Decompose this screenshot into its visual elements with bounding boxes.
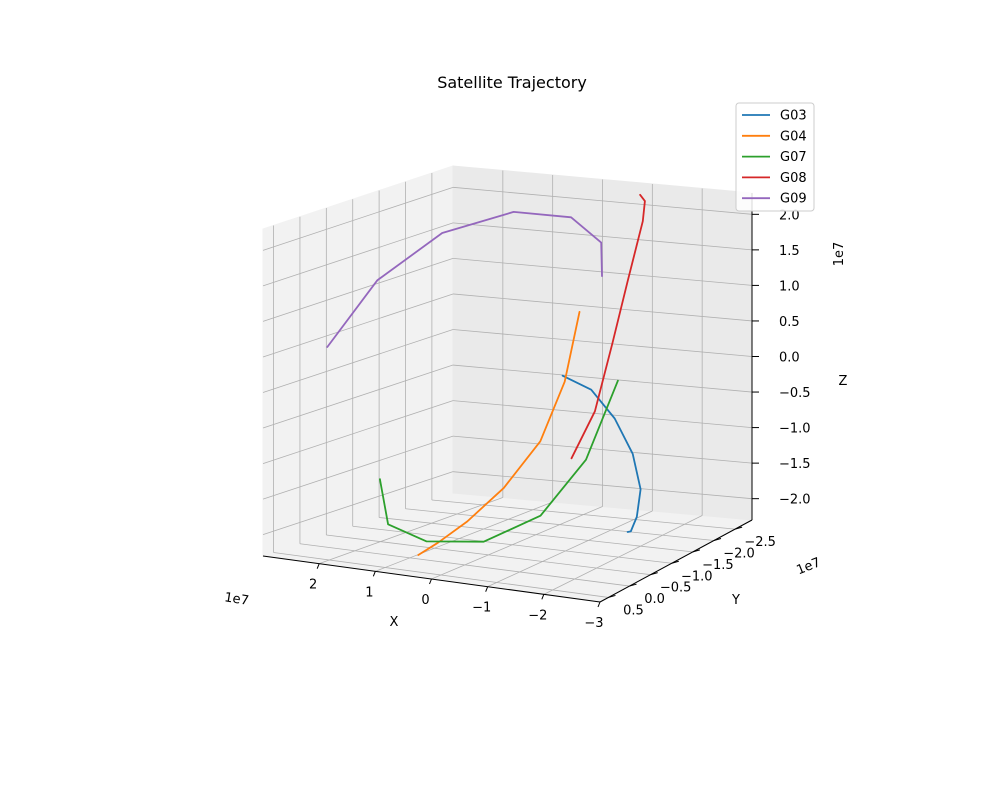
legend-frame bbox=[735, 102, 815, 212]
legend: G03 G04 G07 G08 G09 bbox=[735, 102, 815, 212]
tick-marks bbox=[316, 213, 759, 608]
grid-line-z-left bbox=[262, 400, 454, 464]
z-tick-label: 0.0 bbox=[779, 351, 800, 366]
x-tick bbox=[485, 586, 489, 592]
x-tick bbox=[316, 563, 320, 569]
grid-line-z-right bbox=[452, 186, 753, 215]
z-tick-label: 1.0 bbox=[779, 279, 800, 294]
grid-line-z-left bbox=[262, 293, 454, 358]
grid-line-z-right bbox=[452, 471, 753, 500]
grid-line-x-floor bbox=[431, 506, 603, 580]
series-line-g03 bbox=[561, 374, 642, 533]
grid-line-z-left bbox=[262, 435, 454, 500]
series-line-g07 bbox=[378, 379, 619, 543]
y-tick bbox=[734, 526, 743, 530]
series-line-g09 bbox=[326, 210, 603, 348]
legend-label-g08: G08 bbox=[780, 171, 807, 186]
grid-lines bbox=[262, 170, 753, 603]
grid-line-z-left bbox=[262, 471, 454, 536]
y-tick bbox=[692, 549, 701, 553]
series-lines bbox=[326, 193, 646, 556]
y-tick bbox=[671, 560, 679, 564]
z-tick-label: 0.5 bbox=[779, 315, 800, 330]
y-tick-label: −1.0 bbox=[681, 569, 713, 584]
grid-line-y-floor bbox=[299, 543, 630, 587]
y-axis-line bbox=[599, 519, 753, 603]
y-tick-label: −2.5 bbox=[744, 535, 776, 550]
y-tick bbox=[713, 538, 722, 541]
grid-line-z-right bbox=[452, 222, 753, 251]
grid-line-z-left bbox=[262, 364, 454, 429]
z-tick-label: −0.5 bbox=[779, 386, 811, 401]
series-line-g08 bbox=[570, 193, 646, 460]
y-tick-label: 0.5 bbox=[623, 603, 644, 618]
grid-line-z-right bbox=[452, 435, 753, 464]
grid-line-x-floor bbox=[487, 510, 653, 588]
x-tick-label: −2 bbox=[528, 608, 547, 623]
z-axis-label: Z bbox=[839, 374, 848, 389]
grid-line-y-floor bbox=[431, 499, 736, 530]
x-axis-label: X bbox=[390, 615, 399, 630]
legend-label-g03: G03 bbox=[780, 109, 807, 124]
x-tick-label: 2 bbox=[309, 578, 317, 593]
y-tick bbox=[608, 594, 616, 598]
z-tick-label: −1.0 bbox=[779, 422, 811, 437]
z-tick-label: −2.0 bbox=[779, 493, 811, 508]
legend-label-g07: G07 bbox=[780, 150, 807, 165]
y-tick-label: −0.5 bbox=[660, 581, 692, 596]
y-tick-label: −1.5 bbox=[702, 558, 734, 573]
x-tick bbox=[429, 578, 432, 585]
x-tick bbox=[597, 601, 601, 608]
legend-label-g09: G09 bbox=[780, 192, 807, 207]
y-offset-label: 1e7 bbox=[794, 555, 822, 578]
x-tick-label: −1 bbox=[472, 601, 491, 616]
y-tick-label: −2.0 bbox=[723, 547, 755, 562]
grid-line-x-floor bbox=[319, 497, 503, 565]
grid-line-z-left bbox=[262, 258, 454, 322]
grid-line-z-right bbox=[452, 329, 753, 357]
y-tick bbox=[629, 583, 637, 587]
x-tick bbox=[541, 594, 545, 600]
grid-line-z-left bbox=[262, 222, 454, 287]
x-tick-label: −3 bbox=[584, 616, 603, 631]
z-tick-label: 2.0 bbox=[779, 208, 800, 223]
z-tick-label: −1.5 bbox=[779, 457, 811, 472]
grid-line-z-right bbox=[452, 400, 753, 428]
grid-line-z-left bbox=[262, 186, 454, 251]
grid-line-y-floor bbox=[326, 534, 651, 576]
z-offset-label: 1e7 bbox=[832, 242, 847, 267]
legend-label-g04: G04 bbox=[780, 129, 807, 144]
y-tick-label: 0.0 bbox=[644, 592, 665, 607]
chart-title: Satellite Trajectory bbox=[437, 73, 587, 92]
tick-labels: 210−1−2−30.50.0−0.5−1.0−1.5−2.0−2.52.01.… bbox=[309, 208, 811, 631]
x-tick-label: 0 bbox=[421, 593, 429, 608]
x-tick bbox=[372, 571, 376, 577]
grid-line-z-left bbox=[262, 329, 454, 393]
grid-line-y-floor bbox=[379, 517, 693, 553]
grid-line-y-floor bbox=[405, 508, 715, 541]
y-tick bbox=[650, 572, 658, 576]
grid-line-y-floor bbox=[273, 552, 609, 598]
x-tick-label: 1 bbox=[365, 585, 373, 600]
y-axis-label: Y bbox=[731, 593, 740, 608]
grid-line-x-floor bbox=[375, 501, 553, 572]
z-tick-label: 1.5 bbox=[779, 244, 800, 259]
grid-line-x-floor bbox=[543, 515, 703, 595]
x-offset-label: 1e7 bbox=[223, 590, 250, 609]
series-line-g04 bbox=[417, 310, 581, 556]
grid-line-z-right bbox=[452, 293, 753, 322]
